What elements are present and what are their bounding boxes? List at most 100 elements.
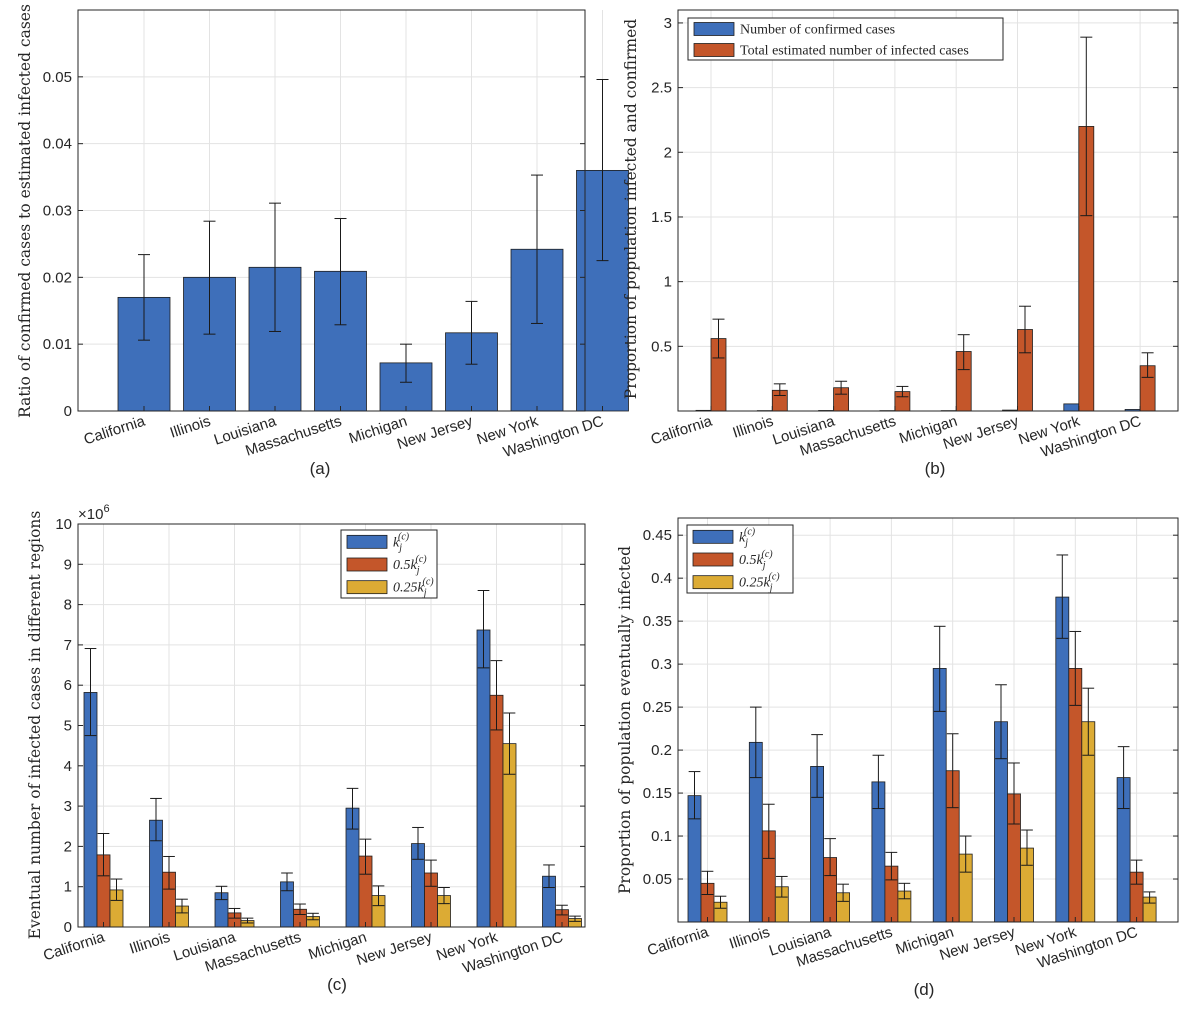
y-tick-label: 0: [64, 919, 72, 936]
bar: [1055, 596, 1070, 923]
y-axis-label: Ratio of confirmed cases to estimated in…: [16, 4, 34, 418]
legend-label-superscript: (c): [416, 554, 428, 565]
x-tick-label: Illinois: [127, 929, 172, 958]
y-tick-label: 0.35: [643, 613, 672, 630]
y-axis-exponent: ×106: [78, 503, 110, 523]
y-tick-label: 0.05: [643, 871, 672, 888]
y-tick-label: 7: [64, 637, 72, 654]
legend-label: 0.5kj(c): [739, 549, 773, 571]
legend-label-superscript: (c): [398, 531, 410, 542]
chart-panel-d: 0.05 0.1 0.15 0.2 0.25 0.3 0.35 0.4 0.45 Californ…: [616, 517, 1179, 999]
bar: [1063, 403, 1080, 412]
legend-label-subscript: j: [761, 560, 766, 571]
legend-swatch: [346, 557, 388, 572]
y-axis-label: Eventual number of infected cases in dif…: [26, 511, 44, 940]
legend-swatch: [692, 529, 734, 544]
y-tick-label: 4: [64, 758, 72, 775]
y-tick-label: 2: [64, 838, 72, 855]
legend-label-base: 0.5k: [739, 553, 764, 568]
x-tick-label: Illinois: [731, 413, 776, 442]
bar: [476, 629, 491, 928]
legend-label: Number of confirmed cases: [740, 23, 895, 38]
y-tick-label: 2: [664, 144, 672, 161]
legend-label: 0.25kj(c): [739, 572, 780, 594]
legend-swatch: [693, 22, 735, 36]
legend-label-superscript: (c): [744, 526, 756, 537]
y-tick-label: 0.45: [643, 527, 672, 544]
bar: [1068, 668, 1083, 923]
legend-swatch: [346, 534, 388, 549]
x-tick-label: New Jersey: [354, 928, 434, 969]
panel-caption: (a): [310, 459, 331, 478]
x-tick-label: Illinois: [168, 413, 213, 442]
legend-label-subscript: j: [397, 542, 402, 553]
legend-box: [687, 17, 1004, 61]
legend-label-superscript: (c): [769, 572, 781, 583]
panel-caption: (b): [925, 459, 946, 478]
axes-box: [677, 517, 1179, 923]
legend-label-base: k: [393, 535, 400, 550]
legend-swatch: [692, 552, 734, 567]
legend-label-base: k: [739, 530, 746, 545]
legend: kj(c)0.5kj(c)0.25kj(c): [686, 524, 794, 594]
y-tick-label: 0.4: [651, 570, 672, 587]
y-tick-label: 0.05: [43, 69, 72, 86]
y-tick-label: 2.5: [651, 80, 672, 97]
y-axis-exponent-base: ×10: [78, 506, 103, 523]
y-tick-label: 6: [64, 677, 72, 694]
y-tick-label: 5: [64, 718, 72, 735]
y-tick-label: 9: [64, 556, 72, 573]
y-tick-label: 1: [64, 879, 72, 896]
y-tick-label: 0.25: [643, 699, 672, 716]
panel-caption: (d): [914, 980, 935, 999]
y-tick-label: 3: [664, 15, 672, 32]
y-tick-label: 0.3: [651, 656, 672, 673]
legend-label-base: 0.25k: [393, 581, 425, 596]
legend-label-superscript: (c): [762, 549, 774, 560]
legend-label-subscript: j: [422, 588, 427, 599]
legend-label: Total estimated number of infected cases: [740, 44, 969, 59]
y-tick-label: 8: [64, 597, 72, 614]
legend-label-base: 0.5k: [393, 558, 418, 573]
legend-label: kj(c): [739, 526, 756, 548]
x-tick-label: Illinois: [727, 924, 772, 953]
y-tick-label: 0.1: [651, 828, 672, 845]
y-tick-label: 0.5: [651, 338, 672, 355]
y-tick-label: 1.5: [651, 209, 672, 226]
x-tick-label: California: [82, 412, 148, 448]
y-tick-label: 0.2: [651, 742, 672, 759]
y-axis-label: Proportion of population infected and co…: [622, 19, 640, 400]
legend-label-base: 0.25k: [739, 576, 771, 591]
y-tick-label: 1: [664, 274, 672, 291]
y-tick-label: 0.01: [43, 336, 72, 353]
legend-label-superscript: (c): [423, 577, 435, 588]
y-tick-label: 0.04: [43, 136, 72, 153]
y-tick-label: 0: [64, 403, 72, 420]
y-tick-label: 0.02: [43, 269, 72, 286]
x-tick-label: California: [41, 928, 107, 964]
legend-label: 0.5kj(c): [393, 554, 427, 576]
axes-box: [677, 9, 1179, 412]
legend-label: 0.25kj(c): [393, 577, 434, 599]
legend-swatch: [346, 580, 388, 595]
y-tick-label: 3: [64, 798, 72, 815]
y-tick-label: 0.15: [643, 785, 672, 802]
y-axis-label: Proportion of population eventually infe…: [616, 546, 634, 894]
legend-label-subscript: j: [415, 565, 420, 576]
legend-swatch: [693, 43, 735, 57]
legend-label-subscript: j: [768, 583, 773, 594]
panel-caption: (c): [327, 975, 347, 994]
x-tick-label: New Jersey: [395, 412, 475, 453]
legend-label: kj(c): [393, 531, 410, 553]
y-tick-label: 10: [55, 516, 72, 533]
legend: kj(c)0.5kj(c)0.25kj(c): [340, 529, 438, 599]
x-tick-label: California: [649, 412, 715, 448]
x-tick-label: California: [645, 923, 711, 959]
legend-label-subscript: j: [743, 537, 748, 548]
plot-area: [678, 10, 1178, 411]
legend-swatch: [692, 575, 734, 590]
